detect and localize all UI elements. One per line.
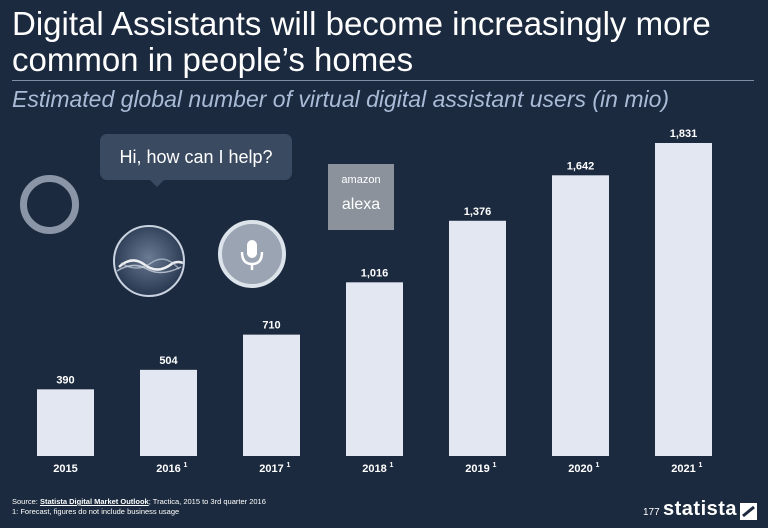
source-label: Source: [12,497,38,506]
page-title: Digital Assistants will become increasin… [12,5,711,78]
alexa-logo-line2: alexa [341,196,381,213]
x-tick-2016: 2016 [156,463,180,475]
cortana-ring-icon [20,175,79,234]
value-label-2018: 1,016 [361,267,389,279]
footnote-mark-2021: 1 [699,462,703,469]
bar-2019 [449,220,506,456]
footnote-mark-2019: 1 [493,462,497,469]
page-number: 177 [643,507,660,518]
bar-2018 [346,282,403,456]
source-rest: ; Tractica, 2015 to 3rd quarter 2016 [148,497,266,506]
footnote-mark-2020: 1 [596,462,600,469]
chart-subtitle: Estimated global number of virtual digit… [12,86,670,112]
value-label-2016: 504 [159,355,178,367]
value-label-2017: 710 [262,320,280,332]
x-tick-2020: 2020 [568,463,592,475]
bar-2016 [140,369,197,456]
footnote-mark-2017: 1 [287,462,291,469]
speech-bubble-tail [150,180,164,187]
value-label-2020: 1,642 [567,160,595,172]
footnote-mark-2018: 1 [390,462,394,469]
x-tick-2018: 2018 [362,463,386,475]
value-label-2015: 390 [56,374,74,386]
x-tick-2021: 2021 [671,463,695,475]
amazon-alexa-logo: amazon alexa [328,164,394,230]
google-mic-icon [218,220,286,288]
footnote-mark-2016: 1 [184,462,188,469]
source-link[interactable]: Statista Digital Market Outlook [39,497,149,506]
statista-logo-mark [740,503,757,520]
title-divider [12,80,754,81]
x-tick-2017: 2017 [259,463,283,475]
bar-2021 [655,143,712,456]
value-label-2019: 1,376 [464,206,492,218]
value-label-2021: 1,831 [670,128,698,140]
source-note: Source: Statista Digital Market Outlook;… [12,497,266,517]
alexa-logo-line1: amazon [341,174,381,186]
statista-logo: statista [663,498,738,520]
speech-bubble: Hi, how can I help? [100,134,292,180]
bar-2017 [243,334,300,456]
bar-2020 [552,175,609,456]
bar-2015 [37,389,94,456]
x-tick-2019: 2019 [465,463,489,475]
x-tick-2015: 2015 [53,463,77,475]
footnote: 1: Forecast, figures do not include busi… [12,507,180,516]
siri-icon [113,225,185,297]
